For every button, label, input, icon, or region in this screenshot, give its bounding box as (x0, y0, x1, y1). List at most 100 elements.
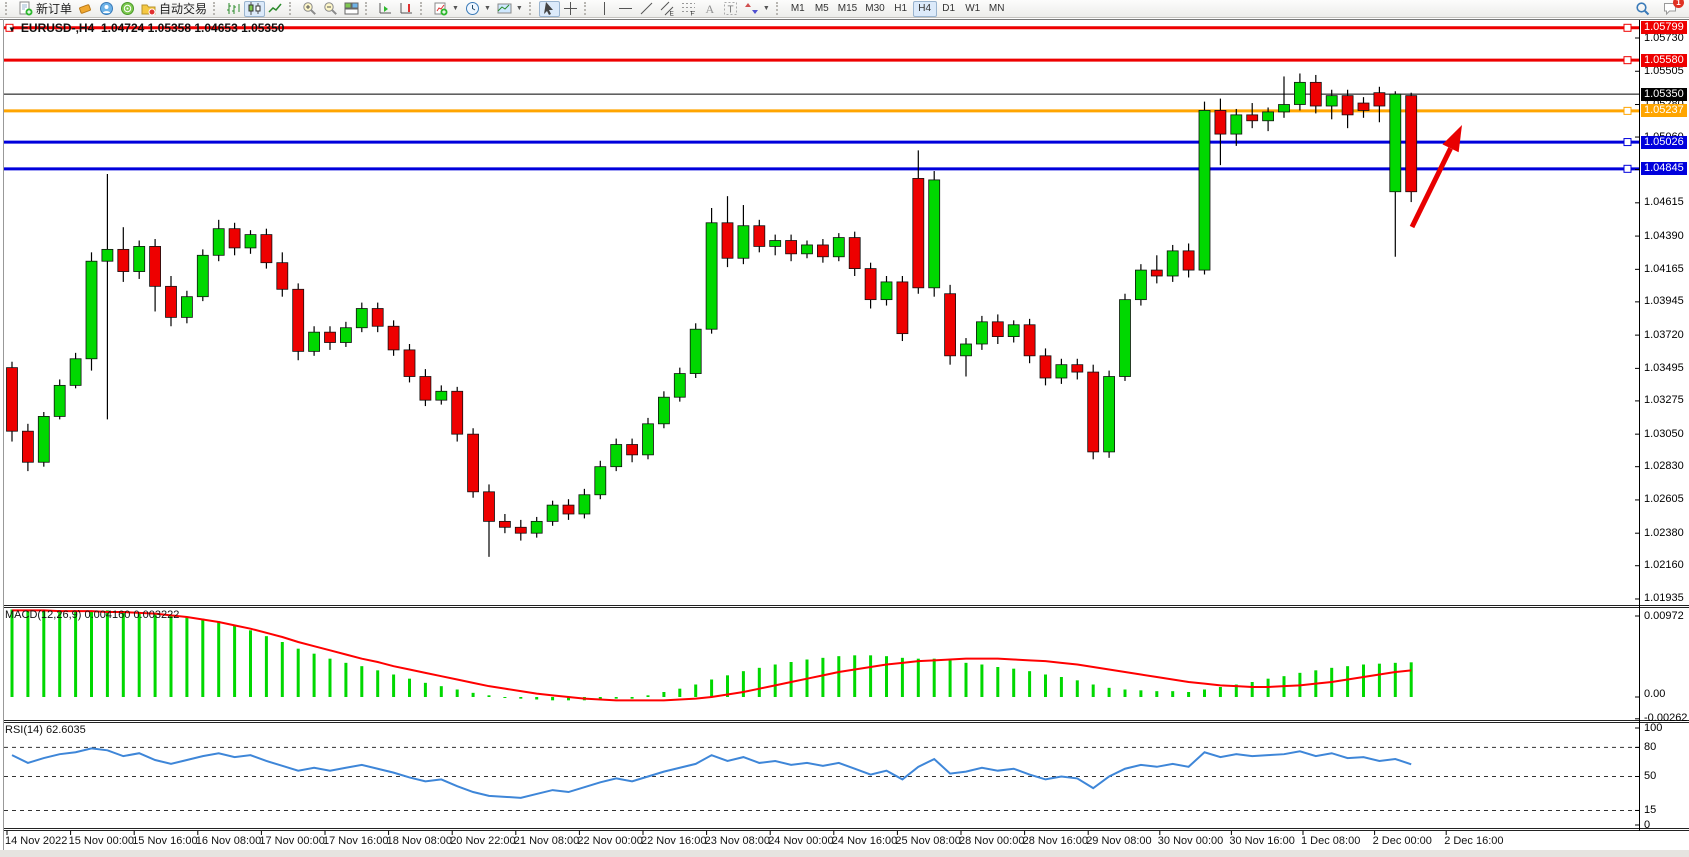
svg-text:T: T (727, 5, 733, 16)
time-tick-label: 25 Nov 08:00 (895, 835, 961, 847)
price-tick-label: 1.03495 (1644, 361, 1684, 374)
timeframe-m30-button[interactable]: M30 (861, 1, 888, 17)
timeframe-m15-button[interactable]: M15 (834, 1, 861, 17)
toolbar-grip[interactable] (5, 2, 12, 15)
chart-window[interactable]: ▼ EURUSD-,H4 1.04724 1.05358 1.04653 1.05… (0, 18, 1689, 857)
timeframe-mn-button[interactable]: MN (985, 1, 1009, 17)
candlestick-chart-button[interactable] (244, 0, 266, 17)
indicators-button[interactable]: ▼ (430, 1, 462, 17)
periods-button[interactable]: ▼ (462, 1, 494, 17)
equidistant-channel-button-icon: E (660, 1, 675, 18)
macd-axis-label: -0.00262 (1644, 712, 1688, 725)
toolbar-grip[interactable] (775, 2, 783, 15)
auto-trading-button-icon (141, 1, 156, 16)
timeframe-h1-button[interactable]: H1 (889, 1, 913, 17)
chart-ohlc-values: 1.04724 1.05358 1.04653 1.05350 (100, 21, 285, 35)
macd-label: MACD(12,26,9) 0.004160 0.003222 (5, 609, 179, 621)
chevron-down-icon: ▼ (452, 5, 459, 12)
chart-symbol-period: EURUSD-,H4 (20, 21, 95, 35)
macd-indicator (10, 609, 1413, 702)
new-order-button[interactable]: 新订单 (15, 1, 75, 17)
zoom-in-button-icon (302, 1, 317, 16)
collapse-icon[interactable]: ▼ (8, 25, 16, 34)
chevron-down-icon: ▼ (515, 5, 523, 12)
search-button[interactable] (1632, 1, 1653, 17)
timeframe-w1-button[interactable]: W1 (961, 1, 985, 17)
macd-signal-value: 0.003222 (133, 609, 180, 621)
time-tick-label: 30 Nov 16:00 (1229, 835, 1295, 847)
price-tick-label: 1.04165 (1644, 262, 1684, 275)
bar-chart-button[interactable] (223, 1, 244, 17)
toolbar-grip[interactable] (583, 2, 591, 15)
toolbar-grip[interactable] (420, 2, 427, 15)
price-level-label: 1.05350 (1641, 87, 1687, 101)
toolbar-grip[interactable] (289, 2, 296, 15)
bottom-strip (0, 850, 1689, 857)
horizontal-line-button[interactable] (615, 1, 636, 17)
rsi-value: 62.6035 (45, 724, 86, 736)
search-button-icon (1635, 1, 1650, 16)
price-level-label: 1.05580 (1641, 53, 1687, 67)
toolbar-grip[interactable] (528, 2, 536, 15)
toolbar-grip[interactable] (365, 2, 372, 15)
trendline-button[interactable] (636, 1, 657, 17)
timeframe-h4-button[interactable]: H4 (912, 0, 937, 17)
trend-arrow-object[interactable] (1409, 125, 1462, 229)
market-button[interactable] (96, 1, 117, 17)
macd-axis-label: 0.00972 (1644, 609, 1684, 622)
auto-scroll-button[interactable] (375, 1, 396, 17)
time-tick-label: 14 Nov 2022 (5, 835, 68, 847)
line-chart-button[interactable] (265, 1, 286, 17)
time-tick-label: 23 Nov 08:00 (704, 835, 771, 847)
price-tick-label: 1.03720 (1644, 328, 1684, 341)
horizontal-line-objects[interactable] (4, 23, 1639, 173)
timeframe-m5-button[interactable]: M5 (810, 1, 834, 17)
price-level-label: 1.04845 (1641, 162, 1687, 176)
timeframe-m1-button[interactable]: M1 (786, 1, 810, 17)
zoom-group (299, 1, 362, 17)
rsi-label: RSI(14) 62.6035 (5, 724, 86, 736)
metaeditor-button[interactable] (75, 1, 96, 17)
time-tick-label: 2 Dec 16:00 (1444, 835, 1504, 847)
text-label-button[interactable]: T (720, 1, 741, 17)
price-tick-label: 1.05730 (1644, 31, 1684, 44)
arrows-button-icon (744, 1, 759, 16)
macd-main-value: 0.004160 (84, 609, 131, 621)
signals-button-icon (120, 1, 135, 16)
text-button[interactable]: A (699, 1, 720, 17)
fibonacci-button[interactable]: F (678, 1, 699, 18)
tile-windows-button[interactable] (341, 1, 362, 17)
timeframe-d1-button[interactable]: D1 (937, 1, 961, 17)
time-tick-label: 24 Nov 16:00 (831, 835, 898, 847)
signals-button[interactable] (117, 1, 138, 17)
periods-button-icon (465, 1, 480, 16)
market-button-icon (99, 1, 114, 16)
time-tick-label: 20 Nov 22:00 (450, 835, 516, 847)
zoom-out-button[interactable] (320, 1, 341, 17)
zoom-out-button-icon (323, 1, 338, 16)
chart-shift-button[interactable] (396, 1, 417, 17)
cursor-button[interactable] (538, 0, 560, 17)
auto-trading-button[interactable]: 自动交易 (138, 1, 210, 17)
vertical-line-button[interactable] (594, 1, 615, 17)
equidistant-channel-button[interactable]: E (657, 1, 678, 18)
time-tick-label: 16 Nov 08:00 (195, 835, 262, 847)
price-tick-label: 1.05505 (1644, 64, 1684, 77)
crosshair-button[interactable] (560, 1, 581, 17)
price-tick-label: 1.02380 (1644, 526, 1684, 539)
chart-canvas[interactable] (0, 18, 1689, 857)
chat-button[interactable]: 1 (1659, 0, 1684, 17)
svg-text:E: E (669, 11, 674, 17)
rsi-axis-label: 100 (1644, 721, 1663, 734)
line-chart-button-icon (268, 1, 283, 16)
zoom-in-button[interactable] (299, 1, 320, 17)
svg-text:A: A (705, 2, 714, 16)
arrows-button[interactable]: ▼ (741, 1, 773, 17)
toolbar-grip[interactable] (213, 2, 220, 15)
templates-button[interactable]: ▼ (494, 1, 526, 17)
fibonacci-button-icon: F (681, 1, 696, 18)
time-tick-label: 21 Nov 08:00 (513, 835, 580, 847)
cursor-button-icon (542, 1, 557, 16)
text-label-button-icon: T (723, 1, 738, 16)
notification-badge: 1 (1673, 0, 1684, 8)
